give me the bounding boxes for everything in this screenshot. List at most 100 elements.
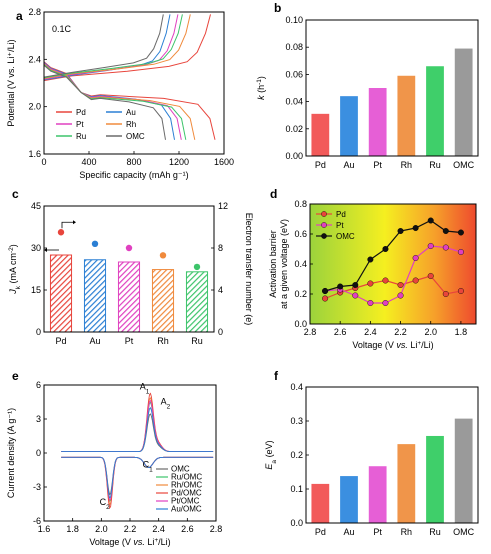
discharge-curve-pt [43, 62, 182, 140]
panel-e-x-tick: 1.8 [66, 524, 79, 534]
panel-b-y-tick: 0.04 [285, 97, 303, 107]
panel-d-ylabel-line1: Activation barrier [268, 230, 278, 298]
panel-b-y-tick: 0.06 [285, 69, 303, 79]
right-axis-arrow [61, 221, 73, 229]
panel-d-x-tick: 2.2 [394, 327, 407, 337]
cv-anodic-au/omc [61, 407, 214, 453]
barrier-point-omc [427, 217, 434, 224]
panel-e-x-tick: 2.0 [95, 524, 108, 534]
bar-au [340, 476, 358, 523]
panel-d-y-tick: 0.0 [294, 319, 307, 329]
panel-b-y-tick: 0.08 [285, 42, 303, 52]
panel-c-y2-tick: 12 [218, 201, 228, 211]
barrier-point-omc [442, 227, 449, 234]
legend-label: OMC [336, 232, 355, 241]
barrier-line-omc [324, 219, 461, 292]
panel-c-ylabel: Jk (mA cm-2) [8, 244, 22, 295]
cv-anodic-pt/omc [61, 399, 214, 453]
bar-pd [311, 113, 330, 156]
panel-e-xlabel: Voltage (V vs. Li+/Li) [89, 537, 170, 548]
bar-pd [311, 483, 330, 523]
panel-f-y-tick: 0.4 [290, 382, 303, 392]
panel-e-label: e [12, 369, 19, 383]
barrier-point-pt [442, 244, 449, 251]
peak-label-c2: C2 [100, 497, 111, 511]
legend-label: Ru [76, 132, 86, 141]
panel-e-ylabel: Current density (A g⁻¹) [6, 408, 16, 498]
panel-d-x-tick: 2.0 [424, 327, 437, 337]
panel-e-y-tick: -3 [33, 482, 41, 492]
panel-b-y-tick: 0.00 [285, 151, 303, 161]
legend-label: Rh/OMC [171, 481, 202, 490]
panel-b-label: b [274, 1, 281, 15]
peak-label-a1: A1 [140, 382, 150, 396]
panel-a-x-tick: 800 [126, 157, 141, 167]
panel-f-y-tick: 0.0 [290, 518, 303, 528]
peak-label-c1: C1 [143, 460, 154, 474]
panel-a-ylabel: Potential (V vs. Li⁺/Li) [6, 39, 16, 126]
barrier-point-pt [457, 248, 464, 255]
barrier-point-pd [442, 291, 449, 298]
panel-b-ylabel: k (h-1) [256, 76, 267, 100]
discharge-curve-rh [43, 63, 196, 140]
panel-c-y-tick: 30 [31, 243, 41, 253]
legend-marker [321, 233, 327, 239]
panel-a-x-tick: 1600 [214, 157, 234, 167]
panel-c-y-tick: 15 [31, 285, 41, 295]
panel-d-y-tick: 0.4 [294, 259, 307, 269]
barrier-point-omc [337, 283, 344, 290]
panel-a-label: a [16, 9, 23, 23]
bar-pt [368, 466, 387, 523]
voltage-gradient-background [310, 204, 476, 324]
panel-c-y2-tick: 4 [218, 285, 223, 295]
bar-ru [185, 271, 209, 333]
discharge-curve-pd [43, 61, 216, 140]
cv-cathodic-au/omc [61, 456, 214, 499]
barrier-point-omc [397, 227, 404, 234]
legend-marker [321, 222, 327, 228]
bar-pt [117, 261, 141, 333]
legend-label: OMC [126, 132, 145, 141]
charge-curve-pd [43, 14, 211, 82]
barrier-point-pd [397, 282, 404, 289]
rate-annotation: 0.1C [52, 24, 72, 34]
barrier-point-pt [412, 254, 419, 261]
bar-ru [426, 66, 444, 156]
legend-label: Pd [336, 210, 346, 219]
panel-b-y-tick: 0.02 [285, 124, 303, 134]
panel-e-y-tick: -6 [33, 516, 41, 526]
panel-c-frame [43, 205, 215, 333]
discharge-curve-ru [43, 64, 187, 140]
panel-a-y-tick: 1.6 [28, 149, 41, 159]
x-category-label: Rh [401, 527, 413, 537]
panel-d-x-tick: 2.8 [304, 327, 317, 337]
legend-label: Pt [76, 120, 84, 129]
x-category-label: Pt [373, 527, 382, 537]
panel-c-y-tick: 0 [36, 327, 41, 337]
x-category-label: Rh [157, 336, 169, 346]
bar-rh [151, 269, 175, 333]
panel-d-x-tick: 2.6 [334, 327, 347, 337]
bar-rh [397, 444, 416, 523]
panel-b-y-tick: 0.10 [285, 15, 303, 25]
electron-transfer-point [159, 252, 167, 259]
panel-c-y-tick: 45 [31, 201, 41, 211]
panel-c-label: c [12, 187, 19, 201]
barrier-point-pd [322, 295, 329, 302]
barrier-point-omc [367, 256, 374, 263]
barrier-point-omc [412, 224, 419, 231]
panel-f-ylabel: Ea (eV) [264, 440, 278, 469]
x-category-label: Ru [429, 527, 441, 537]
panel-e-y-tick: 3 [36, 414, 41, 424]
barrier-point-omc [322, 288, 329, 295]
left-axis-arrowhead [44, 248, 47, 252]
x-category-label: Pd [315, 527, 326, 537]
barrier-point-pt [352, 292, 359, 299]
panel-e-y-tick: 0 [36, 448, 41, 458]
x-category-label: OMC [453, 160, 474, 170]
x-category-label: Au [89, 336, 100, 346]
panel-c-y2-tick: 0 [218, 327, 223, 337]
panel-a-xlabel: Specific capacity (mAh g⁻¹) [79, 170, 188, 180]
panel-d-y-tick: 0.8 [294, 199, 307, 209]
legend-label: Pd/OMC [171, 489, 202, 498]
